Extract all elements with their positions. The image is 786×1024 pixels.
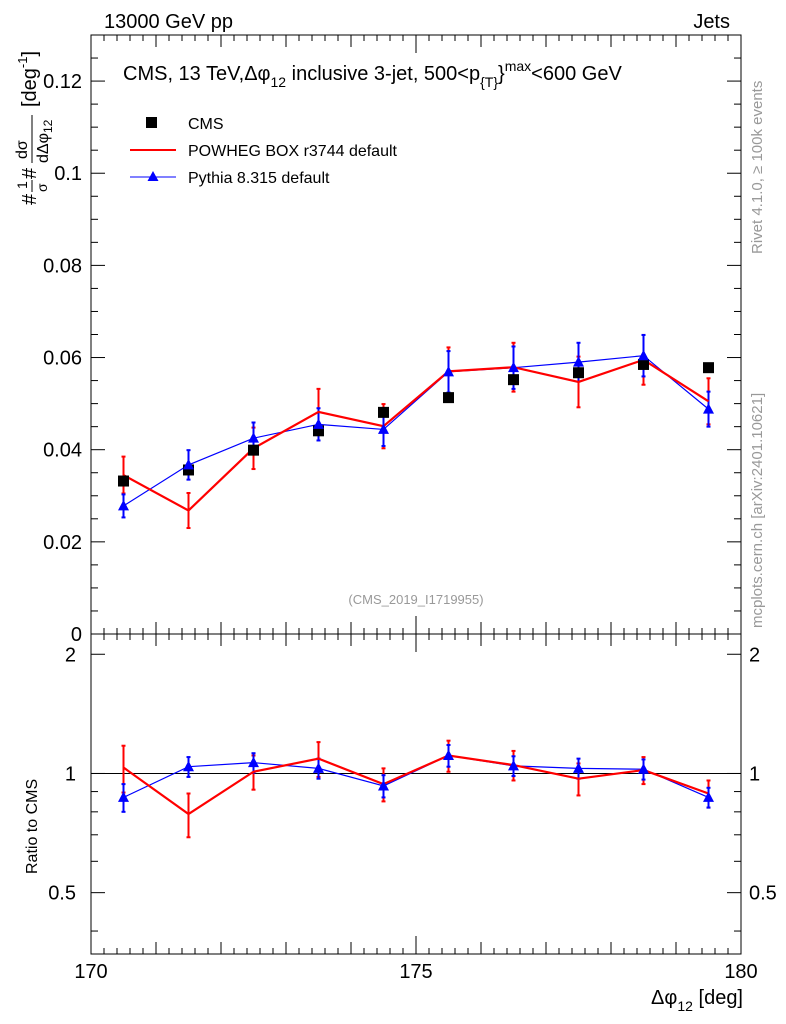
x-tick-label: 175 — [399, 961, 432, 983]
header-left-text: 13000 GeV pp — [104, 11, 233, 33]
pythia-ratio-point — [573, 762, 584, 773]
pythia-data-point — [703, 403, 714, 414]
pythia-ratio-point — [703, 791, 714, 802]
ratio-plot-area — [118, 739, 714, 839]
main-y-axis-title: # 1 σ # dσ dΔφ12 [deg-1] — [14, 51, 55, 205]
x-axis-ticks — [90, 35, 742, 954]
legend-powheg-label: POWHEG BOX r3744 default — [188, 143, 398, 160]
cms-data-point — [313, 425, 324, 437]
pythia-data-point — [508, 361, 519, 373]
pythia-data-point — [183, 458, 194, 470]
cms-data-point — [378, 406, 389, 418]
main-y-tick-label: 0.02 — [43, 532, 82, 554]
analysis-id-label: (CMS_2019_I1719955) — [348, 592, 483, 607]
cms-data-point — [248, 444, 259, 456]
rivet-version-label: Rivet 4.1.0, ≥ 100k events — [749, 81, 766, 254]
pythia-data-point — [573, 356, 584, 367]
cms-data-point — [508, 374, 519, 386]
pythia-ratio-point — [508, 759, 519, 771]
pythia-ratio-point — [183, 760, 194, 772]
ratio-y-tick-label: 0.5 — [48, 883, 76, 905]
svg-text:σ: σ — [34, 183, 50, 192]
pythia-data-point — [638, 349, 649, 361]
cms-data-point — [183, 464, 194, 476]
cms-data-point — [443, 392, 454, 404]
legend-pythia-marker — [147, 171, 159, 181]
ratio-y-tick-label-right: 0.5 — [749, 883, 777, 905]
main-y-tick-label: 0.06 — [43, 348, 82, 370]
pythia-ratio-line — [123, 754, 709, 798]
pythia-line — [123, 355, 709, 507]
cms-data-point — [703, 362, 714, 374]
ratio-y-tick-label-right: 1 — [749, 763, 760, 785]
legend: CMS POWHEG BOX r3744 default Pythia 8.31… — [130, 116, 398, 187]
pythia-data-point — [378, 423, 389, 434]
ratio-y-axis-title: Ratio to CMS — [24, 779, 41, 874]
main-y-tick-label: 0.1 — [54, 163, 82, 185]
pythia-ratio-point — [638, 763, 649, 774]
powheg-line — [122, 358, 710, 512]
pythia-data-point — [443, 365, 454, 377]
main-y-tick-label: 0 — [71, 624, 82, 646]
pythia-ratio-point — [378, 779, 389, 791]
svg-text:#: # — [19, 167, 41, 179]
main-y-tick-label: 0.08 — [43, 255, 82, 277]
svg-text:[deg-1]: [deg-1] — [15, 51, 41, 107]
svg-text:#: # — [19, 193, 41, 205]
pythia-data-point — [248, 432, 259, 443]
svg-text:1: 1 — [14, 181, 30, 189]
cms-data-point — [573, 367, 584, 379]
x-tick-label: 170 — [74, 961, 107, 983]
pythia-data-point — [118, 499, 129, 511]
ratio-y-tick-label-right: 2 — [749, 644, 760, 666]
pythia-data-point — [313, 418, 324, 429]
mcplots-credit-label: mcplots.cern.ch [arXiv:2401.10621] — [749, 393, 766, 628]
pythia-ratio-point — [248, 756, 259, 768]
ratio-y-tick-label: 1 — [65, 763, 76, 785]
pythia-ratio-point — [443, 749, 454, 761]
svg-text:dΔφ12: dΔφ12 — [35, 119, 55, 163]
pythia-ratio-point — [118, 791, 129, 802]
x-axis-title: Δφ12 [deg] — [651, 987, 743, 1014]
legend-pythia-label: Pythia 8.315 default — [188, 170, 330, 187]
main-y-tick-labels: 0 0.02 0.04 0.06 0.08 0.1 0.12 — [43, 71, 82, 646]
x-tick-label: 180 — [724, 961, 757, 983]
cms-data-point — [638, 358, 649, 370]
ratio-y-tick-labels: 0.5 0.5 1 1 2 2 — [48, 644, 777, 904]
legend-cms-marker — [146, 117, 157, 128]
powheg-ratio-line — [122, 754, 709, 816]
pythia-ratio-point — [313, 762, 324, 773]
main-y-tick-label: 0.04 — [43, 440, 82, 462]
main-plot-area — [118, 333, 714, 530]
plot-title: CMS, 13 TeV,Δφ12 inclusive 3-jet, 500<p{… — [123, 58, 622, 90]
x-tick-labels: 170 175 180 — [74, 961, 757, 983]
header-right-text: Jets — [693, 11, 730, 33]
main-axis-ticks — [91, 34, 741, 635]
cms-data-point — [118, 475, 129, 487]
main-y-tick-label: 0.12 — [43, 71, 82, 93]
legend-cms-label: CMS — [188, 116, 224, 133]
svg-text:dσ: dσ — [14, 140, 31, 159]
ratio-y-tick-label: 2 — [65, 644, 76, 666]
